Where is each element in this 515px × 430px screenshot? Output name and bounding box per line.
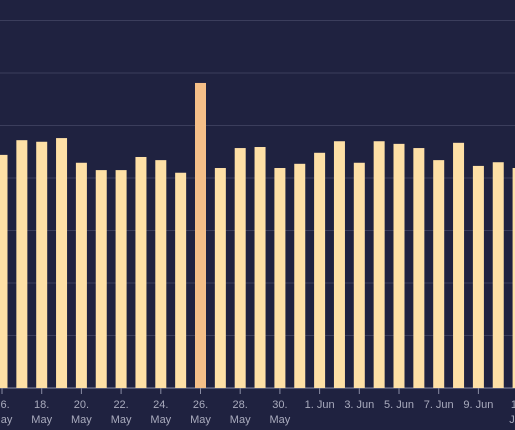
- bar: [36, 141, 48, 388]
- x-tick-label: 3. Jun: [344, 399, 374, 411]
- bar: [413, 148, 425, 388]
- bar: [492, 162, 504, 388]
- label-line: 24.: [153, 399, 168, 411]
- label-line: 26.: [193, 399, 208, 411]
- label-line: May: [31, 414, 52, 426]
- label-line: 11.: [511, 399, 515, 411]
- bar: [314, 152, 326, 388]
- x-tick-label: 20. May: [71, 399, 92, 426]
- x-tick-label: 30. May: [270, 399, 291, 426]
- x-tick-label: 26. May: [190, 399, 211, 426]
- x-tick-label: 18. May: [31, 399, 52, 426]
- bar: [512, 168, 515, 388]
- label-line: 28.: [233, 399, 248, 411]
- bar: [373, 141, 385, 388]
- x-tick-label: 16. May: [0, 399, 13, 426]
- bar: [16, 140, 28, 388]
- bar: [254, 147, 266, 388]
- label-line: May: [150, 414, 171, 426]
- x-tick-label: 5. Jun: [384, 399, 414, 411]
- bar: [155, 160, 167, 388]
- bar: [453, 142, 465, 388]
- bar: [333, 141, 345, 388]
- label-line: 18.: [34, 399, 49, 411]
- x-tick-label: 7. Jun: [424, 399, 454, 411]
- label-line: 30.: [272, 399, 287, 411]
- bar: [115, 170, 127, 388]
- label-line: May: [190, 414, 211, 426]
- bar: [294, 163, 306, 388]
- label-line: 20.: [74, 399, 89, 411]
- x-tick-label: 9. Jun: [463, 399, 493, 411]
- bar: [135, 156, 147, 388]
- bar: [472, 165, 484, 388]
- label-line: May: [111, 414, 132, 426]
- bar: [95, 170, 107, 388]
- label-line: May: [71, 414, 92, 426]
- bar: [175, 172, 187, 388]
- bar: [433, 160, 445, 388]
- bar: [214, 168, 226, 388]
- bar: [234, 148, 246, 388]
- x-tick-label: 22. May: [111, 399, 132, 426]
- bar: [75, 162, 87, 388]
- bar: [0, 154, 8, 388]
- bar: [274, 168, 286, 388]
- x-tick-label: 1. Jun: [305, 399, 335, 411]
- label-line: May: [270, 414, 291, 426]
- bar: [56, 138, 68, 388]
- label-line: Jun: [509, 414, 515, 426]
- bar: [195, 82, 206, 388]
- bar: [353, 162, 365, 388]
- x-tick-label: 11. Jun: [509, 399, 515, 426]
- bar: [393, 143, 405, 388]
- label-line: May: [230, 414, 251, 426]
- x-tick-label: 24. May: [150, 399, 171, 426]
- label-line: May: [0, 414, 13, 426]
- label-line: 22.: [113, 399, 128, 411]
- x-tick-label: 28. May: [230, 399, 251, 426]
- label-line: 16.: [0, 399, 10, 411]
